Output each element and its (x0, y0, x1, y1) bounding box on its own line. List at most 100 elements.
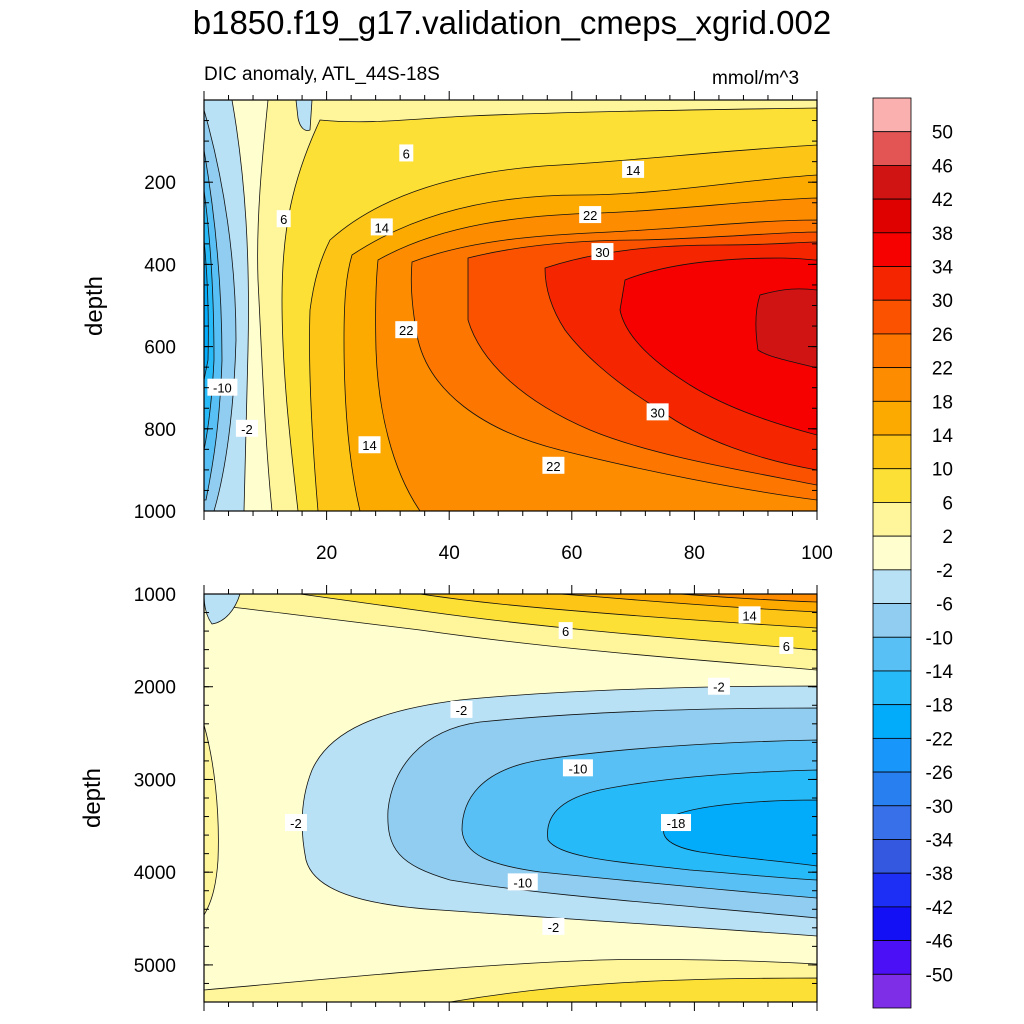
colorbar-level-label: -34 (926, 830, 954, 851)
svg-text:14: 14 (375, 220, 389, 235)
svg-text:-2: -2 (290, 816, 302, 831)
svg-text:30: 30 (650, 405, 664, 420)
colorbar-level-label: -30 (926, 797, 953, 818)
y-tick-label: 200 (144, 173, 176, 194)
colorbar-swatch (872, 906, 912, 941)
contour-label: 30 (591, 243, 614, 261)
colorbar-swatch (872, 502, 912, 537)
x-tick-label: 60 (561, 543, 582, 564)
contour-label: 30 (646, 403, 669, 421)
colorbar-level-label: -22 (926, 729, 953, 750)
colorbar-level-label: -26 (926, 763, 953, 784)
x-tick-label: 100 (801, 543, 833, 564)
svg-text:14: 14 (626, 163, 640, 178)
x-tick-label: 20 (316, 543, 337, 564)
svg-text:6: 6 (562, 624, 569, 639)
contour-label: 14 (370, 218, 393, 236)
y-tick-label: 1000 (134, 502, 176, 523)
colorbar-level-label: 34 (932, 258, 954, 279)
colorbar-swatch (872, 805, 912, 840)
contour-label: 14 (622, 160, 645, 178)
svg-text:-2: -2 (713, 680, 725, 695)
colorbar-swatch (872, 771, 912, 807)
y-tick-label: 1000 (134, 585, 176, 606)
upper-panel-ticks: 200 400 600 800 1000 20 40 60 80 100 (134, 91, 833, 564)
colorbar-swatch (872, 468, 912, 503)
colorbar-level-label: -2 (936, 561, 953, 582)
colorbar-level-label: 18 (932, 392, 953, 413)
contour-label: -2 (235, 419, 258, 437)
colorbar-swatch (872, 299, 912, 335)
contour-label: 14 (738, 606, 761, 624)
svg-text:22: 22 (583, 208, 597, 223)
figure-title: b1850.f19_g17.validation_cmeps_xgrid.002 (192, 4, 832, 41)
contour-label: 22 (542, 456, 565, 474)
contour-label: -18 (661, 814, 692, 832)
contour-label: 6 (399, 144, 414, 162)
lower-panel-ticks: 1000 2000 3000 4000 5000 (134, 585, 818, 1011)
colorbar-level-label: -38 (926, 864, 953, 885)
colorbar-swatch (872, 535, 912, 571)
colorbar-swatch (872, 400, 912, 436)
colorbar-swatch (872, 131, 912, 166)
subtitle-variable: DIC anomaly, ATL_44S-18S (204, 64, 440, 85)
contour-label: -10 (562, 759, 593, 777)
y-tick-label: 4000 (134, 863, 176, 884)
colorbar-swatch (872, 165, 912, 200)
svg-text:14: 14 (742, 608, 756, 623)
contour-label: -10 (207, 378, 238, 396)
upper-y-axis-title: depth (81, 276, 108, 336)
svg-text:6: 6 (783, 639, 790, 654)
contour-label: -2 (450, 700, 473, 718)
y-tick-label: 2000 (134, 678, 176, 699)
svg-text:-2: -2 (456, 703, 468, 718)
contour-label: -2 (284, 814, 307, 832)
contour-label: 22 (579, 206, 602, 224)
contour-label: 22 (395, 321, 418, 339)
colorbar-level-label: -10 (926, 628, 953, 649)
svg-text:6: 6 (280, 212, 287, 227)
svg-text:-10: -10 (513, 875, 532, 890)
svg-text:-18: -18 (667, 816, 686, 831)
colorbar-swatch (872, 839, 912, 874)
lower-panel-contour-labels: 14 6 6 -2 -2 -10 -2 -18 -10 -2 (284, 606, 794, 935)
subtitle-units: mmol/m^3 (712, 68, 800, 89)
upper-panel-plot (204, 100, 817, 511)
colorbar-swatch (872, 940, 912, 975)
svg-text:14: 14 (362, 438, 376, 453)
colorbar-swatch (872, 367, 912, 402)
contour-label: 6 (276, 210, 291, 228)
colorbar-level-label: -18 (926, 696, 953, 717)
upper-panel-contour-labels: 6 6 14 14 22 30 22 -10 -2 14 22 30 (207, 144, 669, 474)
colorbar-level-label: 10 (932, 460, 953, 481)
colorbar-level-label: -6 (936, 595, 953, 616)
contour-label: 6 (558, 622, 573, 640)
svg-text:22: 22 (399, 323, 413, 338)
colorbar-swatch (872, 737, 912, 773)
colorbar-swatch (872, 434, 912, 470)
svg-text:-10: -10 (213, 381, 232, 396)
colorbar-swatch (872, 670, 912, 706)
y-tick-label: 5000 (134, 956, 176, 977)
svg-text:30: 30 (595, 245, 609, 260)
contour-label: 6 (779, 636, 794, 654)
x-tick-label: 80 (684, 543, 705, 564)
x-tick-label: 40 (439, 543, 460, 564)
contour-label: -2 (542, 917, 565, 935)
colorbar-level-label: -50 (926, 965, 953, 986)
contour-label: 14 (358, 436, 381, 454)
svg-text:-10: -10 (569, 761, 588, 776)
colorbar-level-label: 50 (932, 123, 953, 144)
colorbar-level-label: -14 (926, 662, 954, 683)
lower-panel-plot (204, 594, 817, 1002)
y-tick-label: 600 (144, 338, 176, 359)
colorbar-swatch (872, 97, 912, 133)
colorbar-swatch (872, 973, 912, 1009)
colorbar-level-label: 6 (942, 493, 953, 514)
colorbar-level-label: 14 (932, 426, 954, 447)
colorbar-level-label: 26 (932, 325, 953, 346)
colorbar-swatch (872, 636, 912, 672)
colorbar-swatch (872, 198, 912, 234)
svg-text:6: 6 (403, 146, 410, 161)
